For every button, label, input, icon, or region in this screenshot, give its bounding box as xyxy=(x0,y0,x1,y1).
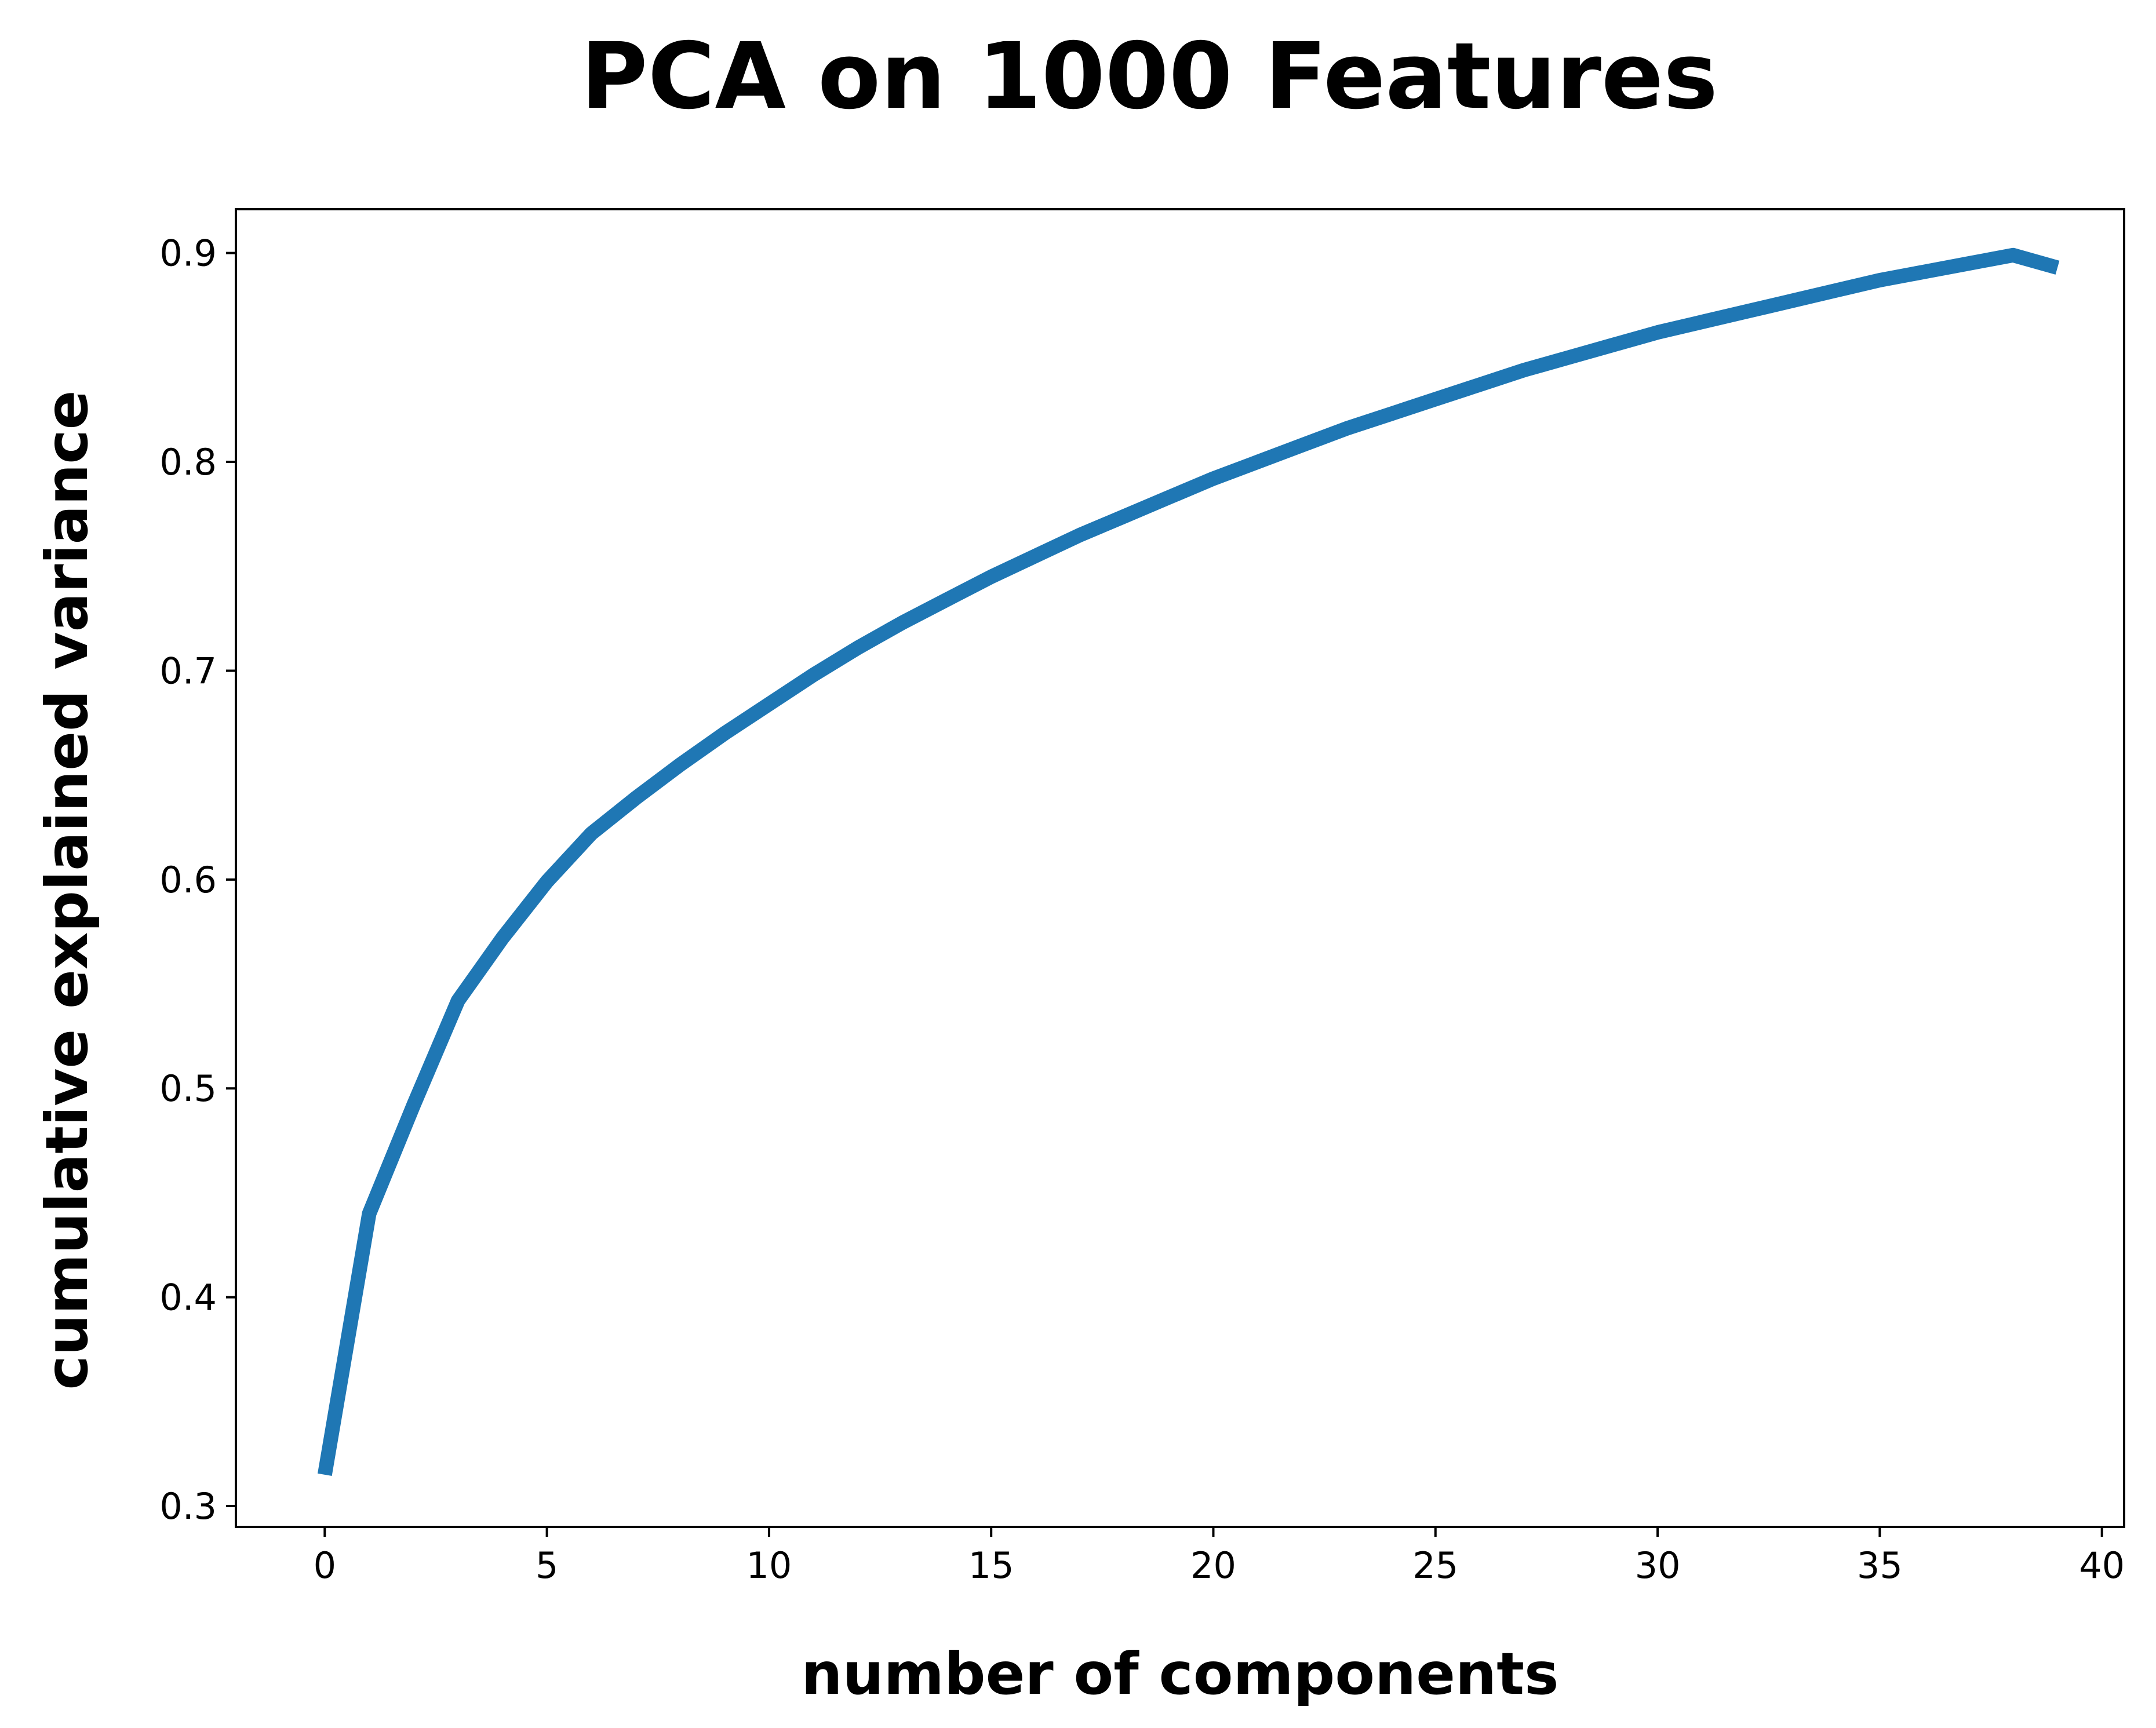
x-tick-label: 35 xyxy=(1857,1544,1903,1587)
x-tick-label: 40 xyxy=(2079,1544,2125,1587)
x-tick-label: 15 xyxy=(968,1544,1014,1587)
x-tick-label: 0 xyxy=(314,1544,336,1587)
y-tick-label: 0.4 xyxy=(159,1277,217,1319)
x-tick-label: 25 xyxy=(1412,1544,1458,1587)
x-tick-label: 5 xyxy=(536,1544,558,1587)
x-axis-label: number of components xyxy=(801,1640,1558,1708)
x-tick-label: 30 xyxy=(1635,1544,1681,1587)
y-tick-label: 0.9 xyxy=(159,232,217,275)
x-tick-label: 10 xyxy=(746,1544,792,1587)
y-tick-label: 0.6 xyxy=(159,859,217,901)
y-axis-label: cumulative explained variance xyxy=(33,391,101,1390)
chart-title: PCA on 1000 Features xyxy=(581,23,1718,130)
y-tick-label: 0.8 xyxy=(159,441,217,483)
y-tick-label: 0.7 xyxy=(159,650,217,692)
y-tick-label: 0.5 xyxy=(159,1067,217,1110)
y-tick-label: 0.3 xyxy=(159,1485,217,1528)
x-tick-label: 20 xyxy=(1190,1544,1236,1587)
